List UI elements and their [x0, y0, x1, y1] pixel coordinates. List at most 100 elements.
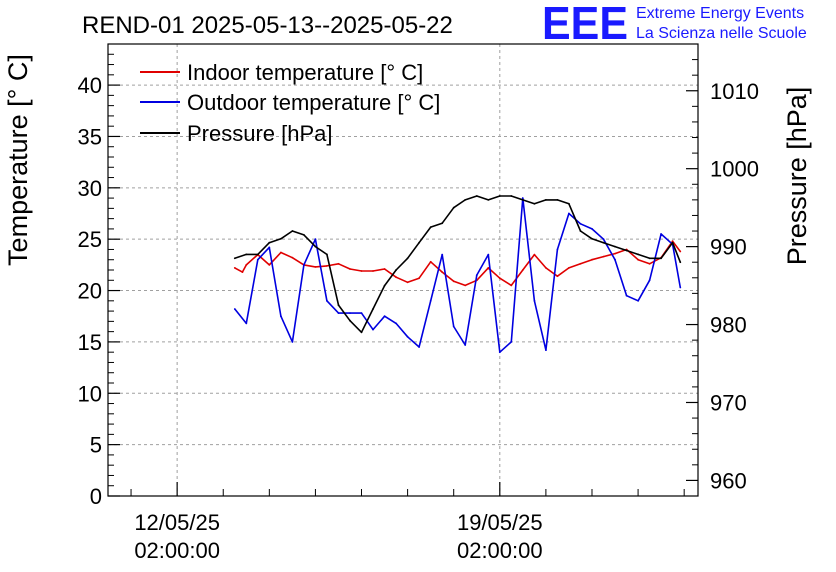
data-point — [533, 299, 536, 302]
data-point — [591, 228, 593, 230]
axes: 0 5 10 15 20 25 30 35 40 960 970 980 990 1000 1010 12/0… — [78, 43, 759, 563]
data-point — [383, 268, 386, 270]
data-point — [521, 197, 524, 200]
legend: Indoor temperature [° C] Outdoor temperat… — [140, 60, 440, 146]
data-point — [418, 241, 420, 244]
data-point — [591, 237, 593, 240]
data-point — [464, 199, 467, 201]
y2-tick-label: 1000 — [710, 157, 759, 182]
data-point — [602, 255, 605, 258]
data-point — [395, 276, 397, 279]
data-point — [441, 222, 444, 225]
grid-lines — [108, 44, 698, 496]
y-tick-label: 0 — [90, 484, 102, 509]
data-point — [383, 284, 386, 287]
data-point — [280, 251, 282, 254]
series-line-1 — [234, 197, 682, 353]
y-tick-label: 35 — [78, 124, 102, 149]
data-point — [326, 265, 328, 267]
series-layer — [233, 195, 682, 354]
data-point — [429, 260, 432, 263]
data-point — [579, 222, 582, 225]
data-point — [679, 261, 682, 264]
data-point — [545, 199, 547, 201]
y-tick-label: 10 — [78, 381, 102, 406]
data-point — [510, 341, 513, 343]
data-point — [498, 277, 501, 280]
data-point — [556, 275, 559, 278]
data-point — [521, 199, 524, 201]
y-tick-label: 20 — [78, 279, 102, 304]
data-point — [637, 299, 639, 302]
data-point — [233, 267, 236, 269]
data-point — [268, 264, 271, 266]
data-point — [602, 238, 605, 241]
data-point — [625, 249, 628, 252]
data-point — [602, 241, 605, 244]
data-point — [679, 286, 682, 289]
logo-text: EEE — [542, 0, 628, 49]
data-point — [464, 284, 467, 287]
logo-line-2: La Scienza nelle Scuole — [636, 25, 807, 42]
y-tick-label: 25 — [78, 227, 102, 252]
data-point — [625, 294, 628, 297]
data-point — [498, 351, 501, 354]
data-point — [233, 308, 236, 310]
data-point — [591, 258, 593, 261]
data-point — [614, 252, 616, 255]
data-point — [498, 195, 501, 197]
data-point — [556, 199, 559, 201]
data-point — [349, 268, 351, 270]
legend-label: Outdoor temperature [° C] — [187, 90, 440, 115]
data-point — [280, 237, 282, 240]
data-point — [418, 277, 420, 280]
y2-tick-label: 1010 — [710, 79, 759, 104]
data-point — [429, 299, 432, 302]
data-point — [533, 202, 536, 205]
data-point — [556, 248, 559, 251]
x-tick-label-time: 02:00:00 — [457, 538, 543, 563]
data-point — [579, 230, 582, 232]
data-point — [418, 346, 420, 348]
data-point — [291, 256, 294, 259]
data-point — [245, 264, 248, 266]
data-point — [568, 267, 570, 269]
data-point — [510, 284, 513, 287]
x-tick-label-date: 19/05/25 — [457, 510, 543, 535]
data-point — [648, 279, 651, 282]
legend-label: Pressure [hPa] — [187, 121, 333, 146]
data-point — [233, 257, 236, 260]
data-point — [303, 264, 305, 266]
data-point — [487, 267, 490, 269]
chart-title: REND-01 2025-05-13--2025-05-22 — [82, 12, 453, 39]
data-point — [429, 226, 432, 229]
data-point — [303, 234, 305, 236]
data-point — [545, 349, 547, 351]
data-point — [614, 245, 616, 248]
data-point — [395, 322, 397, 325]
data-point — [452, 280, 455, 283]
y2-tick-label: 960 — [710, 468, 747, 493]
series-line-2 — [234, 195, 682, 334]
y2-axis-label: Pressure [hPa] — [782, 87, 812, 266]
x-tick-label-time: 02:00:00 — [134, 538, 220, 563]
data-point — [337, 304, 340, 306]
data-point — [241, 271, 244, 273]
y-tick-label: 40 — [78, 73, 102, 98]
data-point — [314, 238, 317, 241]
data-point — [326, 299, 328, 302]
data-point — [326, 253, 328, 256]
data-point — [452, 206, 455, 209]
data-point — [360, 331, 363, 334]
data-point — [660, 257, 662, 260]
data-point — [314, 245, 317, 248]
data-point — [291, 230, 294, 232]
data-point — [291, 341, 294, 343]
data-point — [637, 258, 639, 261]
data-point — [568, 212, 570, 215]
y-axis-label: Temperature [° C] — [3, 54, 33, 266]
data-point — [349, 319, 351, 322]
data-point — [648, 257, 651, 260]
data-point — [648, 262, 651, 265]
data-point — [245, 253, 248, 256]
